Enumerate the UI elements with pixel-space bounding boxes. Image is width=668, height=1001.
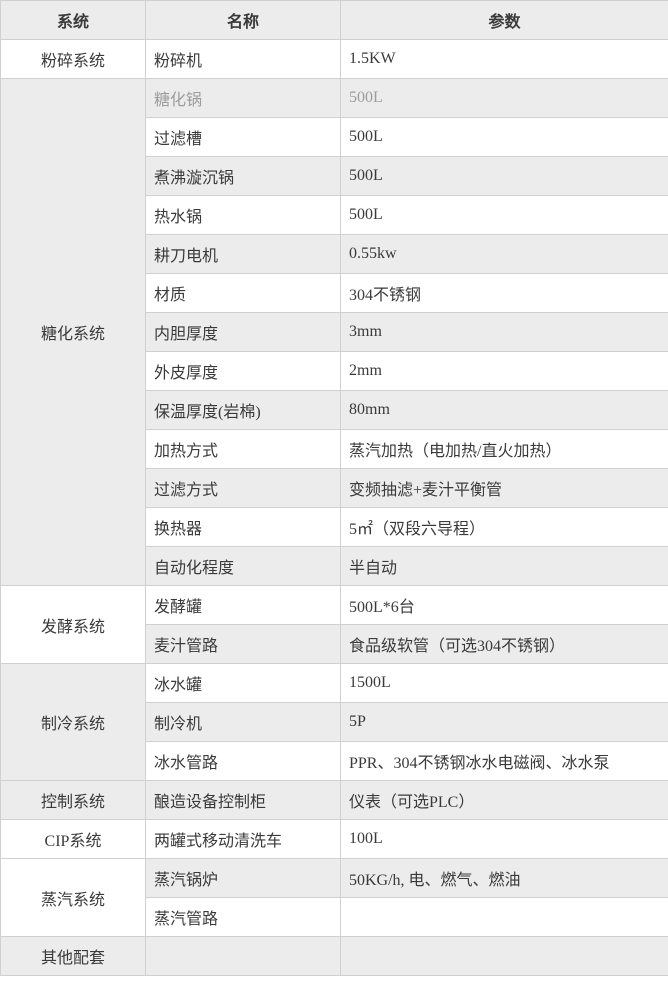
param-cell: 304不锈钢 [340, 273, 668, 313]
name-cell: 保温厚度(岩棉) [145, 390, 341, 430]
spec-table: 系统 名称 参数 粉碎系统 粉碎机 1.5KW 糖化系统 糖化锅 500L 过滤槽 500L 煮… [0, 0, 668, 976]
table-row: 麦汁管路 食品级软管（可选304不锈钢） [1, 624, 668, 664]
name-cell: 粉碎机 [145, 39, 341, 79]
table-row: 热水锅 500L [1, 195, 668, 235]
column-header-name: 名称 [145, 0, 341, 40]
name-cell: 换热器 [145, 507, 341, 547]
system-cell: 粉碎系统 [0, 39, 146, 79]
table-row: 材质 304不锈钢 [1, 273, 668, 313]
system-cell: 蒸汽系统 [0, 858, 146, 937]
table-row: 制冷系统 冰水罐 1500L [0, 663, 668, 781]
table-row: 内胆厚度 3mm [1, 312, 668, 352]
param-cell: 变频抽滤+麦汁平衡管 [340, 468, 668, 508]
name-cell: 过滤方式 [145, 468, 341, 508]
table-row: 糖化系统 糖化锅 500L [0, 78, 668, 586]
param-cell: 半自动 [340, 546, 668, 586]
name-cell: 加热方式 [145, 429, 341, 469]
system-cell: 制冷系统 [0, 663, 146, 781]
param-cell: 食品级软管（可选304不锈钢） [340, 624, 668, 664]
param-cell: 500L [340, 117, 668, 157]
column-header-system: 系统 [0, 0, 146, 40]
param-cell [340, 897, 668, 937]
name-cell: 过滤槽 [145, 117, 341, 157]
name-cell: 发酵罐 [145, 585, 341, 625]
system-cell: 控制系统 [0, 780, 146, 820]
param-cell: 蒸汽加热（电加热/直火加热） [340, 429, 668, 469]
table-row: 发酵系统 发酵罐 500L*6台 [0, 585, 668, 664]
param-cell: 50KG/h, 电、燃气、燃油 [340, 858, 668, 898]
param-cell: 1500L [340, 663, 668, 703]
name-cell: 耕刀电机 [145, 234, 341, 274]
param-cell: 5㎡（双段六导程） [340, 507, 668, 547]
param-cell: 5P [340, 702, 668, 742]
param-cell: 仪表（可选PLC） [340, 780, 668, 820]
param-cell: 100L [340, 819, 668, 859]
table-row: 外皮厚度 2mm [1, 351, 668, 391]
name-cell: 材质 [145, 273, 341, 313]
name-cell: 自动化程度 [145, 546, 341, 586]
table-row: 换热器 5㎡（双段六导程） [1, 507, 668, 547]
table-row: CIP系统 两罐式移动清洗车 100L [0, 819, 668, 859]
table-row: 蒸汽系统 蒸汽锅炉 50KG/h, 电、燃气、燃油 [0, 858, 668, 937]
table-row: 过滤槽 500L [1, 117, 668, 157]
table-row: 耕刀电机 0.55kw [1, 234, 668, 274]
name-cell: 制冷机 [145, 702, 341, 742]
param-cell: 500L [340, 195, 668, 235]
param-cell: 80mm [340, 390, 668, 430]
param-cell: 0.55kw [340, 234, 668, 274]
table-row: 保温厚度(岩棉) 80mm [1, 390, 668, 430]
table-row: 自动化程度 半自动 [1, 546, 668, 586]
table-row: 煮沸漩沉锅 500L [1, 156, 668, 196]
name-cell: 糖化锅 [145, 78, 341, 118]
name-cell: 蒸汽管路 [145, 897, 341, 937]
name-cell: 热水锅 [145, 195, 341, 235]
table-row: 其他配套 [0, 936, 668, 976]
param-cell: 2mm [340, 351, 668, 391]
name-cell: 冰水管路 [145, 741, 341, 781]
param-cell: 500L*6台 [340, 585, 668, 625]
name-cell: 麦汁管路 [145, 624, 341, 664]
name-cell: 冰水罐 [145, 663, 341, 703]
spec-table-body: 粉碎系统 粉碎机 1.5KW 糖化系统 糖化锅 500L 过滤槽 500L 煮沸漩沉锅 500L 热… [0, 39, 668, 976]
table-row: 冰水管路 PPR、304不锈钢冰水电磁阀、冰水泵 [1, 741, 668, 781]
param-cell: PPR、304不锈钢冰水电磁阀、冰水泵 [340, 741, 668, 781]
column-header-param: 参数 [340, 0, 668, 40]
name-cell: 酿造设备控制柜 [145, 780, 341, 820]
name-cell [145, 936, 341, 976]
name-cell: 蒸汽锅炉 [145, 858, 341, 898]
table-row: 粉碎系统 粉碎机 1.5KW [0, 39, 668, 79]
param-cell: 3mm [340, 312, 668, 352]
param-cell: 1.5KW [340, 39, 668, 79]
system-cell: 其他配套 [0, 936, 146, 976]
table-row: 蒸汽管路 [1, 897, 668, 937]
system-cell: 发酵系统 [0, 585, 146, 664]
table-row: 控制系统 酿造设备控制柜 仪表（可选PLC） [0, 780, 668, 820]
name-cell: 外皮厚度 [145, 351, 341, 391]
system-cell: CIP系统 [0, 819, 146, 859]
name-cell: 内胆厚度 [145, 312, 341, 352]
param-cell: 500L [340, 156, 668, 196]
param-cell: 500L [340, 78, 668, 118]
system-cell: 糖化系统 [0, 78, 146, 586]
param-cell [340, 936, 668, 976]
table-row: 过滤方式 变频抽滤+麦汁平衡管 [1, 468, 668, 508]
name-cell: 两罐式移动清洗车 [145, 819, 341, 859]
header-row: 系统 名称 参数 [0, 0, 668, 40]
name-cell: 煮沸漩沉锅 [145, 156, 341, 196]
